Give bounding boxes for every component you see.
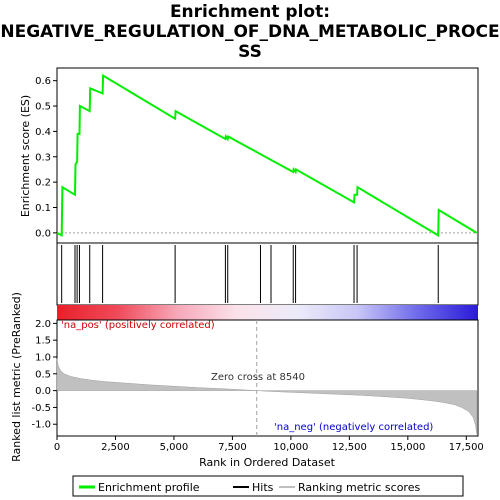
legend-metric-label: Ranking metric scores bbox=[298, 481, 420, 494]
chart-title-line-2: NEGATIVE_REGULATION_OF_DNA_METABOLIC_PRO… bbox=[0, 22, 500, 42]
metric-y-tick-label: 0.5 bbox=[35, 369, 51, 380]
es-y-tick-label: 0.0 bbox=[35, 228, 51, 239]
es-y-axis-label: Enrichment score (ES) bbox=[19, 95, 32, 217]
x-tick-label: 12,500 bbox=[332, 442, 367, 453]
x-tick-label: 10,000 bbox=[273, 442, 308, 453]
chart-title-line-1: Enrichment plot: bbox=[169, 2, 331, 22]
es-panel-frame bbox=[56, 67, 479, 244]
negative-correlation-label: 'na_neg' (negatively correlated) bbox=[274, 422, 433, 433]
ranking-metric-area bbox=[56, 358, 478, 435]
enrichment-profile-line bbox=[56, 73, 478, 238]
chart-title-line-3: SS bbox=[238, 42, 262, 62]
x-tick-label: 15,000 bbox=[390, 442, 425, 453]
metric-y-tick-label: -0.5 bbox=[31, 403, 51, 414]
metric-y-tick-label: -1.0 bbox=[31, 420, 51, 431]
metric-y-tick-label: 2.0 bbox=[35, 319, 51, 330]
es-y-tick-label: 0.2 bbox=[35, 178, 51, 189]
es-y-tick-label: 0.1 bbox=[35, 203, 51, 214]
hits-panel-frame bbox=[56, 242, 479, 306]
metric-y-axis-label: Ranked list metric (PreRanked) bbox=[10, 292, 23, 462]
legend-enrichment-label: Enrichment profile bbox=[98, 481, 200, 494]
zero-cross-label: Zero cross at 8540 bbox=[211, 372, 305, 383]
x-tick-label: 2,500 bbox=[101, 442, 130, 453]
x-tick-label: 17,500 bbox=[449, 442, 484, 453]
es-y-tick-label: 0.4 bbox=[35, 127, 51, 138]
rank-gradient-bar bbox=[57, 305, 478, 320]
legend-hits-label: Hits bbox=[252, 481, 274, 494]
positive-correlation-label: 'na_pos' (positively correlated) bbox=[61, 320, 215, 331]
x-tick-label: 7,500 bbox=[218, 442, 247, 453]
metric-panel-frame bbox=[56, 319, 479, 437]
metric-y-tick-label: 1.0 bbox=[35, 352, 51, 363]
legend-box bbox=[72, 475, 464, 497]
es-y-tick-label: 0.3 bbox=[35, 152, 51, 163]
x-tick-label: 0 bbox=[54, 442, 60, 453]
es-y-tick-label: 0.6 bbox=[35, 76, 51, 87]
x-tick-label: 5,000 bbox=[160, 442, 189, 453]
metric-y-tick-label: 0.0 bbox=[35, 386, 51, 397]
metric-y-tick-label: 1.5 bbox=[35, 336, 51, 347]
es-y-tick-label: 0.5 bbox=[35, 102, 51, 113]
chart-title: Enrichment plot: NEGATIVE_REGULATION_OF_… bbox=[0, 2, 500, 62]
x-axis-label: Rank in Ordered Dataset bbox=[199, 456, 336, 469]
